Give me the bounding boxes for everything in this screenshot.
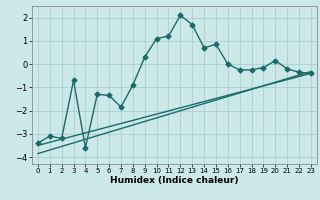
X-axis label: Humidex (Indice chaleur): Humidex (Indice chaleur): [110, 176, 239, 185]
